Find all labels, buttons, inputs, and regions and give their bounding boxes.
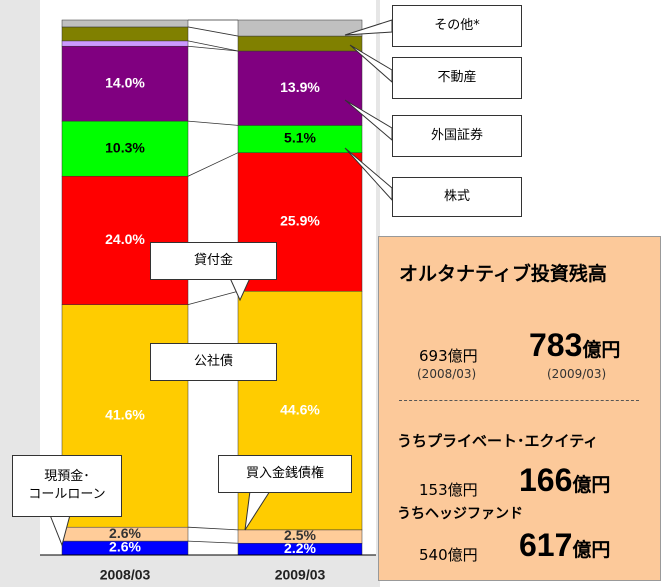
- amount: 166: [519, 462, 573, 498]
- connector: [187, 40, 239, 52]
- value-label: 5.1%: [284, 130, 316, 146]
- divider: [399, 400, 639, 401]
- callout: 株式: [392, 177, 522, 217]
- callout: 不動産: [392, 57, 522, 99]
- bar-segment: [61, 40, 189, 47]
- value-label: 25.9%: [280, 213, 320, 229]
- bar-segment: [237, 125, 363, 153]
- value-label: 13.9%: [280, 79, 320, 95]
- unit: 億円: [582, 339, 621, 361]
- bar-segment: [237, 19, 363, 37]
- pe-before: 153億円: [419, 481, 478, 499]
- connector: [187, 152, 239, 177]
- summary-title: オルタナティブ投資残高: [399, 263, 607, 285]
- bar-segment: [61, 26, 189, 42]
- connector: [187, 120, 239, 126]
- bar-segment: [61, 45, 189, 122]
- value-label: 2.5%: [284, 527, 316, 543]
- pe-label: うちプライベート･エクイティ: [397, 432, 599, 450]
- connector: [187, 526, 239, 531]
- bar-segment: [61, 19, 189, 28]
- value-label: 41.6%: [105, 407, 145, 423]
- hf-label: うちヘッジファンド: [397, 506, 523, 522]
- value-label: 2.6%: [109, 525, 141, 541]
- callout: 公社債: [150, 343, 277, 381]
- value-label: 24.0%: [105, 231, 145, 247]
- callout: 買入金銭債権: [218, 455, 352, 493]
- connector: [187, 540, 239, 544]
- hf-before: 540億円: [419, 546, 478, 564]
- value-label: 14.0%: [105, 74, 145, 90]
- total-before-date: (2008/03): [417, 367, 477, 381]
- connector: [187, 45, 239, 52]
- connector: [187, 26, 239, 37]
- connector: [187, 290, 239, 306]
- bar-segment: [237, 50, 363, 126]
- total-after-date: (2009/03): [547, 367, 607, 381]
- hf-after: 617億円: [519, 527, 610, 564]
- summary-panel: オルタナティブ投資残高 693億円 (2008/03) 783億円 (2009/…: [378, 236, 661, 581]
- value-label: 2.2%: [284, 540, 316, 556]
- amount: 783: [529, 327, 583, 363]
- pe-after: 166億円: [519, 462, 610, 499]
- total-after: 783億円: [529, 327, 620, 364]
- x-tick-label: 2008/03: [100, 567, 151, 583]
- callout: 現預金･ コールローン: [12, 455, 122, 517]
- amount: 617: [519, 527, 573, 563]
- callout: 外国証券: [392, 115, 522, 157]
- unit: 億円: [572, 539, 611, 561]
- unit: 億円: [572, 474, 611, 496]
- total-before: 693億円: [419, 347, 478, 365]
- bar-segment: [237, 35, 363, 52]
- x-tick-label: 2009/03: [275, 567, 326, 583]
- value-label: 2.6%: [109, 539, 141, 555]
- bar-segment: [61, 175, 189, 305]
- bar-segment: [61, 120, 189, 177]
- callout: その他*: [392, 5, 522, 47]
- callout: 貸付金: [150, 242, 277, 280]
- value-label: 44.6%: [280, 401, 320, 417]
- value-label: 10.3%: [105, 139, 145, 155]
